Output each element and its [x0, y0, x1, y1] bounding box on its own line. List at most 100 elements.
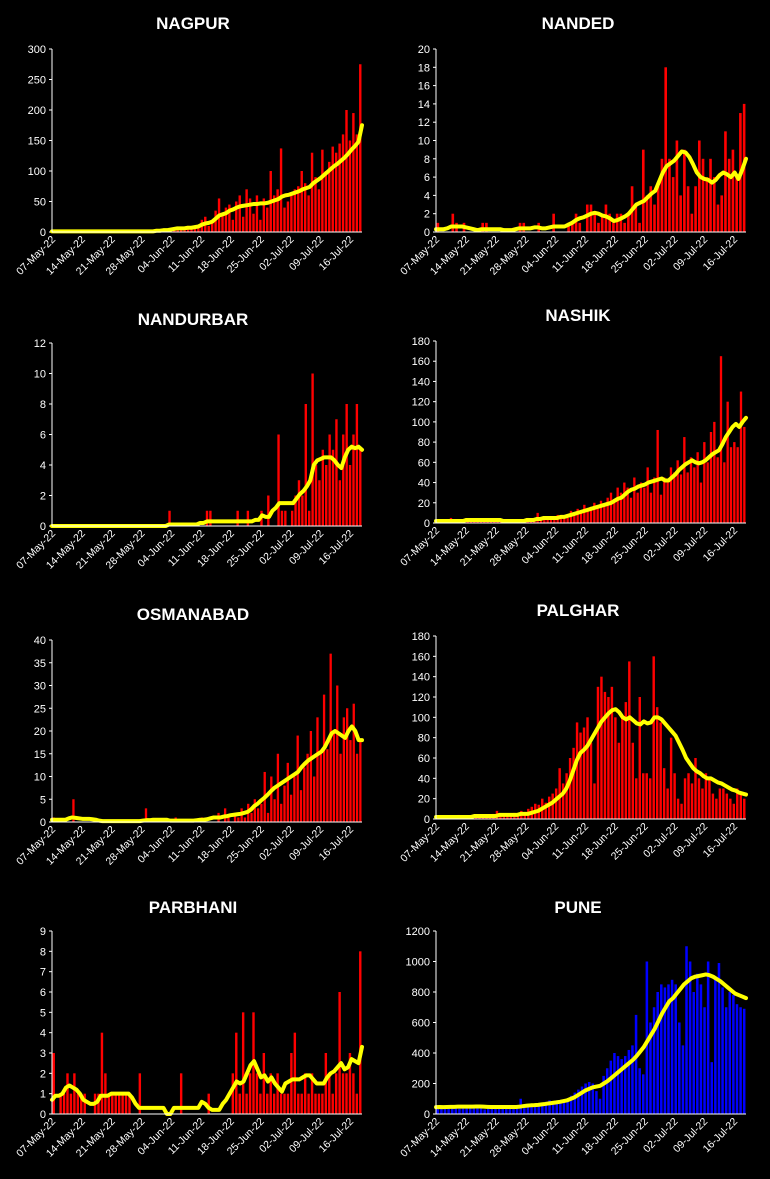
bar	[512, 1107, 515, 1114]
bar	[59, 1093, 62, 1114]
bar	[523, 1104, 526, 1114]
bar	[553, 517, 556, 523]
y-tick-label: 60	[418, 457, 430, 469]
bar	[727, 158, 731, 232]
bar	[587, 1081, 591, 1114]
bar	[339, 753, 342, 822]
bar	[355, 404, 359, 526]
bar	[589, 506, 593, 523]
y-tick-label: 800	[412, 987, 430, 999]
bar	[310, 152, 314, 232]
bar	[620, 1059, 623, 1114]
bar	[742, 1008, 746, 1114]
y-tick-label: 0	[40, 227, 46, 239]
bar	[656, 992, 659, 1114]
bar	[676, 798, 680, 819]
bar	[483, 520, 486, 523]
bar	[479, 520, 483, 523]
y-tick-label: 2	[40, 1068, 46, 1080]
bar	[255, 1073, 259, 1114]
bar	[466, 520, 469, 523]
bar	[569, 510, 573, 523]
bar	[469, 521, 473, 523]
plot-area: 051015202530354007-May-2214-May-2221-May…	[14, 635, 364, 868]
bar	[656, 186, 660, 232]
bar	[662, 768, 666, 819]
bar	[666, 788, 669, 819]
bar	[598, 1098, 602, 1114]
bar	[300, 1093, 303, 1114]
bar	[493, 520, 496, 523]
bar	[117, 1093, 121, 1114]
bar	[715, 798, 718, 819]
bar	[643, 487, 646, 523]
bar	[279, 148, 283, 232]
bar	[589, 742, 593, 819]
bar	[496, 520, 499, 523]
y-tick-label: 8	[40, 399, 46, 411]
bar	[66, 1073, 69, 1114]
bar	[325, 465, 328, 526]
bar	[272, 195, 276, 232]
y-tick-label: 10	[34, 772, 46, 784]
bar	[304, 404, 307, 526]
y-tick-label: 20	[418, 498, 430, 510]
plot-area: 02040608010012014016018007-May-2214-May-…	[398, 336, 748, 569]
bar	[735, 177, 738, 232]
y-tick-label: 4	[40, 1028, 46, 1040]
y-tick-label: 60	[418, 753, 430, 765]
y-tick-label: 200	[412, 1079, 430, 1091]
bar	[284, 510, 287, 526]
y-tick-label: 6	[40, 987, 46, 999]
bar	[728, 992, 732, 1114]
bar	[577, 1089, 580, 1114]
bar	[554, 788, 558, 819]
bar	[309, 731, 313, 822]
y-tick-label: 9	[40, 926, 46, 938]
y-tick-label: 1200	[406, 926, 430, 938]
bar	[600, 676, 603, 819]
bar	[270, 776, 273, 822]
bar	[566, 1098, 569, 1114]
bar	[671, 177, 675, 232]
bar	[692, 992, 695, 1114]
bar	[559, 1100, 562, 1114]
y-tick-label: 120	[412, 397, 430, 409]
bar	[326, 749, 329, 822]
bar	[293, 776, 296, 822]
bar	[617, 742, 621, 819]
bar	[709, 158, 712, 232]
chart-title: NAGPUR	[156, 14, 230, 33]
bar	[322, 694, 326, 822]
bar	[683, 778, 687, 819]
bar	[310, 1073, 314, 1114]
bar	[578, 222, 582, 232]
bar	[600, 213, 604, 232]
bar	[694, 758, 697, 819]
bar	[311, 373, 314, 526]
bar	[591, 1083, 595, 1114]
bar	[586, 507, 589, 523]
bar	[436, 1107, 440, 1114]
bar	[331, 146, 334, 232]
bar	[355, 134, 359, 232]
bar	[286, 1093, 290, 1114]
bar	[721, 987, 724, 1114]
average-line	[434, 415, 748, 523]
bar	[593, 783, 596, 819]
bar	[683, 149, 686, 232]
bar	[283, 1093, 286, 1114]
bar	[138, 1073, 142, 1114]
bar	[708, 778, 711, 819]
bar	[253, 799, 256, 822]
bar	[246, 510, 250, 526]
bar	[313, 776, 316, 822]
y-tick-label: 1000	[406, 957, 430, 969]
bar	[314, 177, 317, 232]
bar	[636, 492, 639, 523]
bar	[582, 727, 586, 819]
bar	[355, 753, 359, 822]
bar	[714, 979, 717, 1114]
bar	[502, 815, 506, 819]
bar	[716, 457, 719, 523]
